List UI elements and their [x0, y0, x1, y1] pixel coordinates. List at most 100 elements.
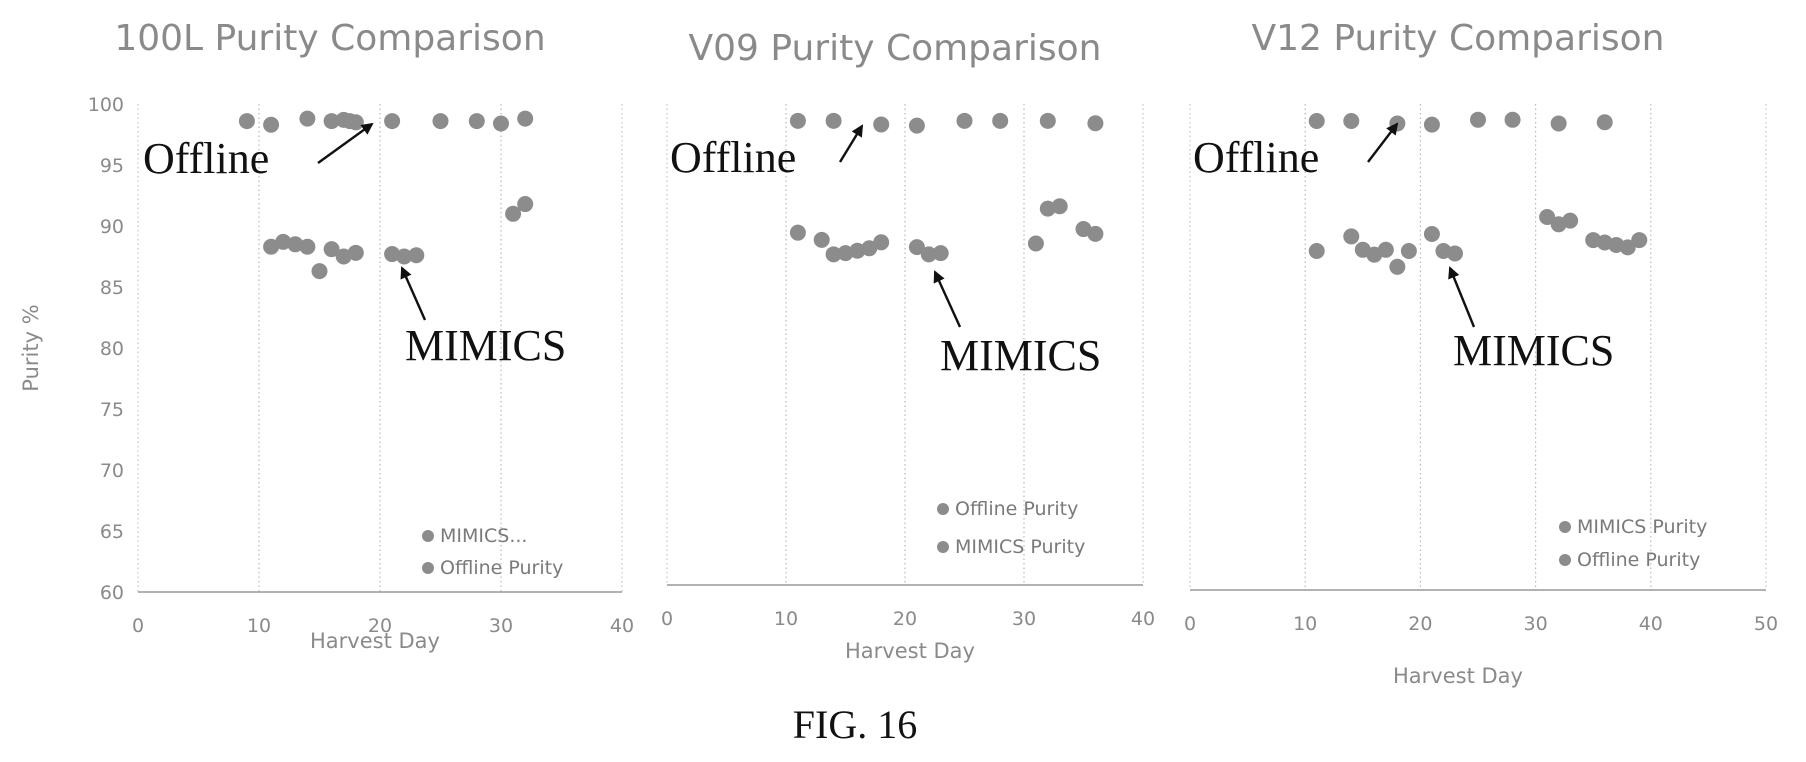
data-point	[920, 246, 937, 263]
data-point	[849, 242, 866, 259]
y-axis-label: Purity %	[19, 304, 43, 391]
data-point	[384, 246, 401, 263]
data-point	[825, 112, 842, 129]
data-point	[873, 116, 890, 133]
data-point	[287, 236, 304, 253]
data-point	[1596, 114, 1613, 131]
y-tick-label: 100	[88, 94, 124, 116]
annotation-label: MIMICS	[1453, 326, 1614, 375]
data-point	[323, 241, 340, 258]
data-point	[1308, 243, 1325, 260]
legend-marker	[422, 562, 434, 574]
data-point	[873, 234, 890, 251]
data-point	[1619, 239, 1636, 256]
y-tick-label: 90	[100, 216, 124, 238]
data-point	[992, 112, 1009, 129]
legend-entry: MIMICS Purity	[955, 536, 1085, 558]
chart-3: V12 Purity Comparison 0 10 20 30 40 50 Harvest …	[1184, 18, 1778, 688]
legend-marker	[937, 503, 949, 515]
x-tick-label: 20	[893, 608, 917, 630]
data-point	[1562, 212, 1579, 229]
chart-1: 100L Purity Comparison 0 10 20 30 40 60 65 70 75 8…	[19, 18, 634, 653]
legend-marker	[1559, 554, 1571, 566]
legend-entry: Offline Purity	[955, 498, 1078, 520]
annotation-arrow	[1367, 122, 1399, 163]
x-tick-label: 30	[1524, 613, 1548, 635]
data-point	[311, 263, 328, 280]
data-point	[861, 240, 878, 257]
chart-2: V09 Purity Comparison 0 10 20 30 40 Harvest Da…	[661, 28, 1155, 663]
data-point	[517, 196, 534, 213]
data-point	[238, 113, 255, 130]
data-point	[323, 113, 340, 130]
data-point	[932, 245, 949, 262]
data-point	[468, 113, 485, 130]
data-point	[408, 247, 425, 264]
data-point	[1446, 245, 1463, 262]
series-offline-purity	[238, 110, 534, 133]
figure-caption: FIG. 16	[793, 702, 917, 747]
data-point	[1631, 232, 1648, 249]
data-point	[335, 248, 352, 265]
legend-entry: MIMICS Purity	[1577, 516, 1707, 538]
chart-title: V12 Purity Comparison	[1252, 18, 1665, 59]
y-tick-label: 65	[100, 521, 124, 543]
data-point	[1051, 198, 1068, 215]
y-tick-label: 70	[100, 460, 124, 482]
x-tick-label: 30	[1012, 608, 1036, 630]
chart-title: V09 Purity Comparison	[689, 28, 1102, 69]
x-tick-label: 20	[368, 615, 392, 637]
legend-marker	[937, 541, 949, 553]
annotation-label: Offline	[1193, 133, 1319, 182]
chart-title: 100L Purity Comparison	[114, 18, 545, 59]
x-tick-label: 40	[1131, 608, 1155, 630]
annotation-arrow	[1448, 266, 1476, 328]
data-point	[517, 110, 534, 127]
annotation-arrow	[400, 266, 427, 321]
x-axis-label: Harvest Day	[845, 639, 975, 663]
data-point	[1389, 258, 1406, 275]
data-point	[1470, 111, 1486, 128]
annotation-label: MIMICS	[405, 321, 566, 370]
data-point	[908, 239, 925, 256]
x-tick-label: 10	[1293, 613, 1317, 635]
data-point	[263, 116, 280, 133]
y-tick-label: 95	[100, 155, 124, 177]
legend-entry: MIMICS...	[440, 525, 527, 547]
data-point	[825, 246, 842, 263]
series-offline-purity	[789, 112, 1104, 134]
x-axis-label: Harvest Day	[310, 629, 440, 653]
x-tick-label: 50	[1754, 613, 1778, 635]
data-point	[1504, 111, 1521, 128]
data-point	[275, 233, 292, 250]
annotation-arrow	[933, 270, 962, 328]
data-point	[432, 113, 449, 130]
legend-entry: Offline Purity	[440, 557, 563, 579]
y-tick-label: 80	[100, 338, 124, 360]
annotation-arrow	[838, 124, 864, 163]
data-point	[837, 245, 854, 262]
data-point	[789, 224, 806, 241]
data-point	[384, 113, 401, 130]
data-point	[1550, 115, 1567, 132]
legend-marker	[1559, 521, 1571, 533]
data-point	[956, 112, 973, 129]
data-point	[1027, 235, 1044, 252]
y-tick-label: 60	[100, 582, 124, 604]
series-offline-purity	[1308, 111, 1613, 133]
data-point	[1308, 113, 1325, 130]
x-axis-label: Harvest Day	[1393, 664, 1523, 688]
legend-entry: Offline Purity	[1577, 549, 1700, 571]
data-point	[813, 231, 830, 248]
data-point	[1400, 243, 1417, 260]
annotation-arrow	[317, 122, 374, 164]
x-tick-label: 40	[610, 615, 634, 637]
data-point	[908, 117, 925, 134]
data-point	[347, 244, 364, 261]
x-tick-label: 20	[1408, 613, 1432, 635]
data-point	[299, 110, 316, 127]
data-point	[1539, 208, 1556, 225]
x-tick-label: 0	[661, 608, 673, 630]
annotation-label: Offline	[143, 134, 269, 183]
